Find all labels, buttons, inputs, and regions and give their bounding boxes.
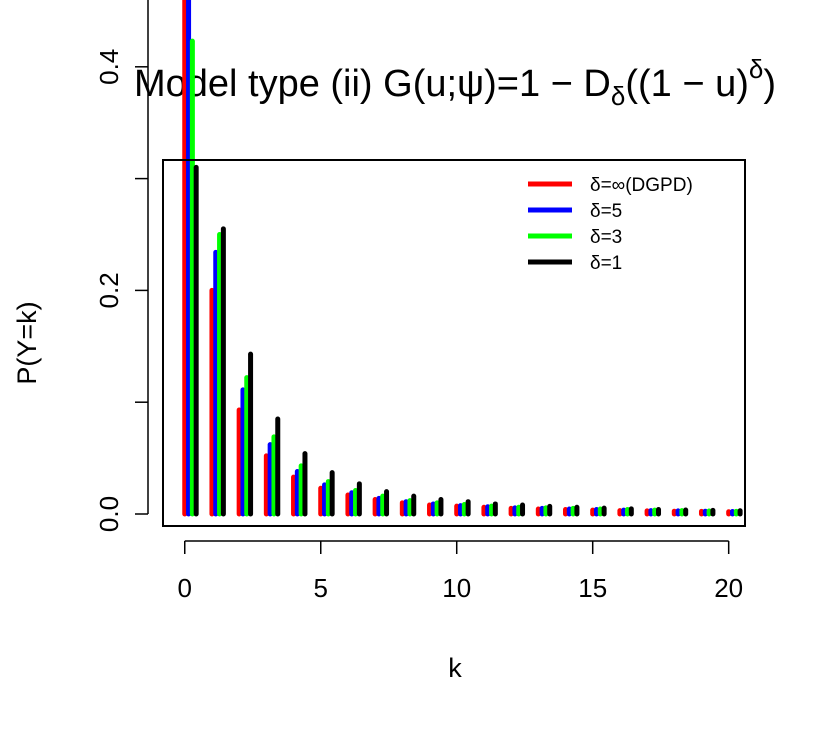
x-tick-label: 0 — [178, 573, 192, 603]
x-tick-label: 20 — [714, 573, 743, 603]
y-axis: 0.0 0.2 0.4 — [94, 0, 149, 532]
x-axis-label: k — [448, 653, 462, 683]
chart-title-suffix: ) — [763, 63, 776, 105]
legend-label-2: δ=3 — [590, 227, 622, 248]
x-axis: 0 5 10 15 20 — [178, 540, 743, 603]
y-tick-label: 0.0 — [94, 496, 124, 532]
legend: δ=∞(DGPD) δ=5 δ=3 δ=1 — [528, 175, 693, 274]
chart-title-prefix-sub: δ — [611, 81, 625, 111]
chart-title-prefix: Model type (ii) G(u;ψ)=1 − D — [134, 63, 611, 105]
legend-label-0: δ=∞(DGPD) — [590, 175, 693, 196]
y-tick-label: 0.2 — [94, 272, 124, 308]
x-tick-label: 5 — [314, 573, 328, 603]
y-axis-label: P(Y=k) — [12, 301, 42, 384]
y-tick-label: 0.4 — [94, 49, 124, 85]
chart-title-middle: ((1 − u) — [625, 63, 749, 105]
bars-group — [182, 0, 743, 517]
chart-title-middle-sup: δ — [749, 54, 763, 84]
x-tick-label: 15 — [578, 573, 607, 603]
legend-label-1: δ=5 — [590, 201, 622, 222]
plot-frame — [162, 159, 746, 527]
legend-label-3: δ=1 — [590, 253, 622, 274]
x-tick-label: 10 — [442, 573, 471, 603]
chart-title: Model type (ii) G(u;ψ)=1 − Dδ((1 − u)δ) — [134, 54, 776, 111]
